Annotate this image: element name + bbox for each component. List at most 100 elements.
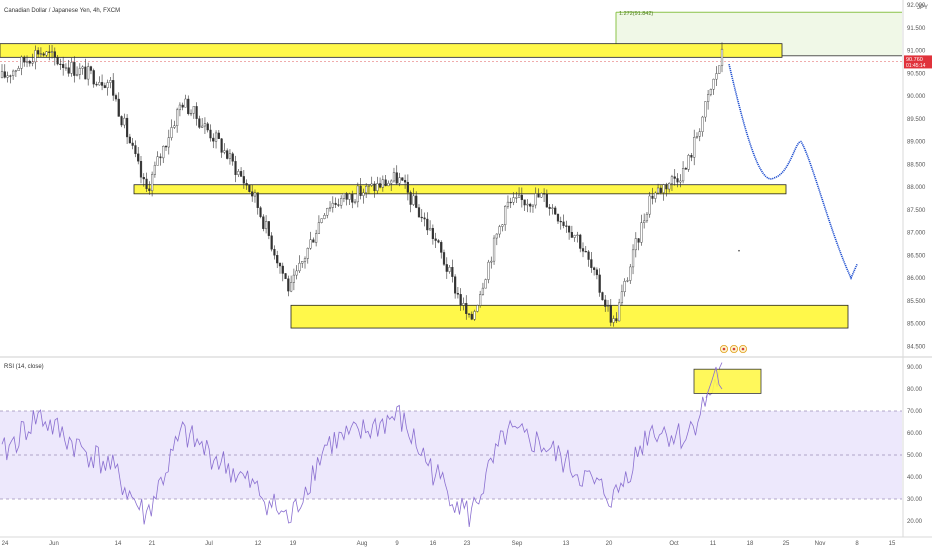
bear-candle [62, 64, 65, 68]
bear-candle [48, 51, 51, 53]
bull-candle [6, 75, 9, 78]
bear-candle [234, 161, 237, 175]
time-tick-label: 14 [115, 541, 122, 547]
bear-candle [42, 53, 45, 56]
bull-candle [167, 137, 170, 148]
rsi-title: RSI (14, close) [4, 364, 44, 370]
marker-dot [738, 249, 740, 252]
bull-candle [712, 78, 715, 90]
bull-candle [634, 238, 637, 251]
bear-candle [384, 179, 387, 187]
bull-candle [704, 101, 707, 118]
bear-candle [3, 71, 6, 78]
bear-candle [251, 191, 254, 197]
bull-candle [323, 215, 326, 219]
bear-candle [73, 62, 76, 76]
support-resistance-zone-1[interactable] [0, 43, 783, 58]
bear-candle [59, 63, 62, 66]
bull-candle [670, 176, 674, 184]
event-flag-dot [741, 347, 745, 351]
bear-candle [451, 267, 454, 277]
time-tick-label: 16 [430, 541, 437, 547]
bear-candle [212, 137, 215, 142]
bear-candle [420, 216, 423, 219]
bear-candle [559, 220, 562, 223]
time-tick-label: 11 [710, 541, 717, 547]
bear-candle [442, 252, 446, 265]
bear-candle [509, 201, 512, 204]
price-tick-label: 85.500 [907, 299, 926, 305]
bull-candle [12, 70, 15, 76]
bull-candle [320, 218, 323, 223]
bull-candle [184, 98, 187, 108]
support-resistance-zone-3[interactable] [290, 304, 849, 329]
bear-candle [431, 227, 434, 240]
bear-candle [56, 57, 59, 65]
bull-candle [645, 213, 649, 222]
bull-candle [17, 68, 20, 71]
bull-candle [370, 183, 373, 186]
support-resistance-zone-2[interactable] [133, 184, 787, 195]
bull-candle [156, 156, 159, 166]
bear-candle [239, 171, 243, 177]
bear-candle [206, 123, 209, 131]
bull-candle [506, 201, 510, 207]
bear-candle [470, 313, 473, 320]
time-tick-label: Nov [815, 541, 826, 547]
bull-candle [481, 287, 485, 295]
bull-candle [448, 267, 451, 272]
bear-candle [217, 132, 220, 139]
bull-candle [365, 186, 368, 193]
bull-candle [662, 184, 665, 193]
bull-candle [715, 73, 718, 80]
rsi-line-tail [705, 366, 723, 398]
bull-candle [629, 266, 632, 281]
bear-candle [245, 183, 248, 186]
bear-candle [406, 181, 409, 193]
bear-candle [276, 255, 279, 264]
bear-candle [242, 176, 245, 184]
bull-candle [515, 197, 518, 199]
bull-candle [526, 203, 529, 206]
bull-candle [109, 80, 112, 83]
currency-label: JPY [917, 5, 928, 11]
bear-candle [395, 172, 398, 184]
bull-candle [264, 221, 268, 229]
bear-candle [565, 225, 568, 227]
bull-candle [720, 48, 724, 66]
bear-candle [134, 145, 137, 155]
bull-candle [173, 125, 176, 128]
bear-candle [615, 318, 618, 322]
bear-candle [142, 177, 145, 180]
bear-candle [570, 232, 573, 238]
chart-title: Canadian Dollar / Japanese Yen, 4h, FXCM [4, 8, 120, 14]
bull-candle [679, 180, 682, 183]
bear-candle [437, 240, 440, 243]
time-tick-label: Jul [205, 541, 213, 547]
bear-candle [53, 51, 56, 58]
bear-candle [659, 187, 662, 193]
bull-candle [412, 195, 415, 205]
bull-candle [462, 303, 465, 306]
candle-countdown: 01:45:14 [906, 63, 926, 69]
bear-candle [256, 192, 259, 208]
bull-candle [78, 68, 81, 75]
rsi-overbought-zone[interactable] [693, 368, 762, 394]
bull-candle [0, 71, 4, 78]
bull-candle [106, 82, 109, 88]
bull-candle [707, 94, 710, 102]
bear-candle [28, 60, 31, 64]
bear-candle [690, 155, 693, 158]
rsi-tick-label: 60.00 [907, 431, 923, 437]
bull-candle [353, 201, 357, 203]
bear-candle [273, 249, 276, 256]
bear-candle [334, 202, 337, 205]
price-tick-label: 90.500 [907, 71, 926, 77]
bear-candle [284, 273, 287, 279]
bull-candle [392, 172, 396, 182]
price-tick-label: 88.000 [907, 185, 926, 191]
bull-candle [70, 62, 73, 74]
bear-candle [187, 98, 190, 115]
bull-candle [512, 197, 515, 203]
bull-candle [189, 112, 193, 115]
